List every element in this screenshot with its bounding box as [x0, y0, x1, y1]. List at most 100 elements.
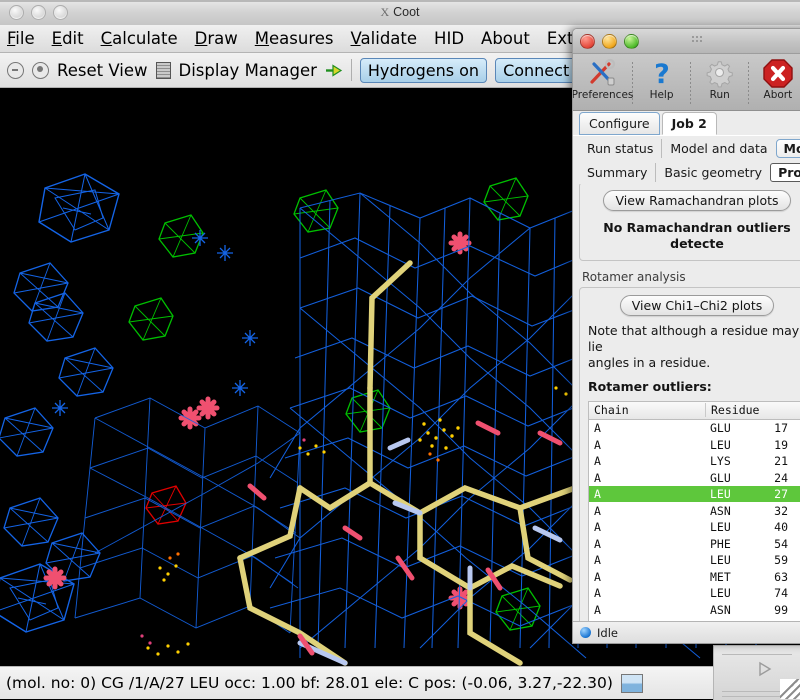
cell-residue: PHE 54 [705, 537, 800, 551]
status-color-swatch [620, 673, 643, 693]
play-triangle-icon[interactable] [747, 661, 772, 677]
connect-button[interactable]: Connect [495, 57, 578, 83]
view-ramachandran-plots-button[interactable]: View Ramachandran plots [603, 190, 791, 211]
ccp4-minimize-button[interactable] [602, 33, 617, 49]
cell-residue: LYS 21 [705, 454, 800, 468]
table-row[interactable]: A LEU 40 [589, 518, 800, 536]
preferences-button[interactable]: Preferences [573, 58, 633, 101]
residue-name: MET [710, 569, 731, 584]
menu-draw[interactable]: Draw [194, 29, 238, 48]
table-row[interactable]: A PHE 54 [589, 535, 800, 552]
residue-name: ASN [710, 602, 731, 617]
table-row[interactable]: A LEU 74 [589, 584, 800, 602]
table-row[interactable]: ALEU160 [589, 617, 800, 621]
rotamer-outliers-label: Rotamer outliers: [588, 379, 712, 395]
rotamer-analysis-panel: View Chi1–Chi2 plots Note that although … [579, 287, 800, 621]
rotamer-note-line1: Note that although a residue may lie [588, 323, 800, 354]
residue-name: LYS [710, 454, 731, 468]
coot-title: X Coot [0, 5, 800, 20]
tab-job-2[interactable]: Job 2 [661, 112, 717, 135]
table-row[interactable]: A ASN 32 [589, 502, 800, 519]
zoom-button[interactable] [53, 5, 68, 20]
run-label: Run [709, 89, 730, 101]
column-header-residue: Residue [705, 403, 800, 418]
molprobity-subtabs[interactable]: Summary Basic geometry Protein Cl [573, 160, 800, 185]
ccp4-statusbar: Idle [573, 621, 800, 643]
tab-molprobity[interactable]: MolProbit [775, 138, 800, 158]
table-row[interactable]: A MET 63 [589, 568, 800, 585]
menu-file[interactable]: File [7, 29, 35, 48]
coot-titlebar[interactable]: X Coot [0, 0, 800, 26]
table-row[interactable]: A GLU 17 [589, 419, 800, 437]
tools-icon [589, 58, 615, 86]
tab-protein[interactable]: Protein [770, 163, 800, 182]
display-manager-button[interactable]: Display Manager [178, 60, 317, 80]
ccp4-titlebar[interactable] [573, 29, 800, 54]
table-row[interactable]: A LEU 59 [589, 551, 800, 569]
cell-chain: A [594, 487, 601, 501]
residue-number: 54 [774, 536, 788, 551]
residue-name: LEU [710, 553, 731, 567]
cell-chain: A [589, 619, 705, 621]
close-button[interactable] [9, 5, 24, 20]
ccp4-close-button[interactable] [580, 33, 595, 49]
column-header-chain: Chain [594, 403, 629, 418]
menu-measures[interactable]: Measures [254, 29, 334, 48]
coot-statusbar: (mol. no: 0) CG /1/A/27 LEU occ: 1.00 bf… [0, 666, 800, 699]
menu-calculate[interactable]: Calculate [100, 29, 178, 48]
residue-number: 21 [774, 454, 788, 468]
coot-window-controls[interactable] [9, 5, 68, 20]
rotamer-outliers-table[interactable]: Chain Residue A GLU 17 A LEU 19 A LYS 21 A GLU 24 A L… [588, 400, 800, 621]
tab-basic-geometry[interactable]: Basic geometry [655, 163, 770, 182]
hydrogens-on-button[interactable]: Hydrogens on [359, 57, 488, 83]
toolbar-divider-3 [748, 62, 750, 104]
help-button[interactable]: ? Help [633, 58, 690, 101]
reset-view-button[interactable]: Reset View [57, 60, 148, 80]
cell-residue: LEU 40 [705, 520, 800, 534]
display-manager-icon[interactable] [155, 61, 171, 79]
go-to-atom-icon[interactable] [325, 63, 343, 77]
table-row[interactable]: A LEU 19 [589, 436, 800, 453]
cell-chain: A [594, 503, 601, 518]
job-tabs[interactable]: Configure Job 2 [573, 111, 800, 135]
menu-edit[interactable]: Edit [51, 29, 84, 48]
residue-number: 27 [774, 487, 788, 501]
menu-extensions[interactable]: Ext [546, 29, 574, 48]
residue-name: LEU [710, 619, 754, 621]
ccp4-zoom-button[interactable] [624, 33, 639, 49]
gear-icon [706, 61, 733, 88]
minimize-button[interactable] [31, 5, 46, 20]
table-row[interactable]: A GLU 24 [589, 469, 800, 486]
cell-residue: ASN 32 [705, 504, 800, 518]
question-mark-icon: ? [654, 59, 670, 88]
cell-residue: GLU 17 [705, 421, 800, 435]
titlebar-grip-icon [691, 35, 703, 43]
residue-number: 17 [774, 421, 788, 435]
table-row[interactable]: A LEU 27 [589, 485, 800, 503]
tab-configure[interactable]: Configure [579, 112, 660, 135]
residue-number: 99 [774, 602, 788, 617]
view-chi1-chi2-plots-button[interactable]: View Chi1–Chi2 plots [619, 295, 775, 317]
menu-hid[interactable]: HID [434, 29, 465, 48]
run-button[interactable]: Run [691, 58, 748, 101]
residue-number: 40 [774, 520, 788, 534]
menu-about[interactable]: About [481, 29, 530, 48]
menu-validate[interactable]: Validate [350, 29, 418, 48]
abort-button[interactable]: Abort [749, 58, 800, 101]
cell-chain: A [594, 569, 601, 584]
display-mode-filled-icon[interactable] [32, 61, 49, 79]
table-row[interactable]: A LYS 21 [589, 452, 800, 470]
job-section-tabs[interactable]: Run status Model and data MolProbit [573, 135, 800, 160]
ccp4-toolbar[interactable]: Preferences ? Help Run Abort [573, 54, 800, 111]
window-resize-grip[interactable] [780, 679, 800, 699]
residue-name: GLU [710, 470, 731, 485]
ramachandran-message: No Ramachandran outliers detecte [603, 220, 791, 251]
tab-summary[interactable]: Summary [587, 165, 648, 180]
cell-chain: A [594, 536, 601, 551]
residue-number: 59 [774, 553, 788, 567]
table-row[interactable]: A ASN 99 [589, 601, 800, 618]
tab-model-and-data[interactable]: Model and data [661, 138, 775, 158]
display-mode-icon[interactable] [7, 61, 24, 79]
molprobity-protein-panel: View Ramachandran plots No Ramachandran … [573, 184, 800, 621]
tab-run-status[interactable]: Run status [587, 140, 654, 156]
